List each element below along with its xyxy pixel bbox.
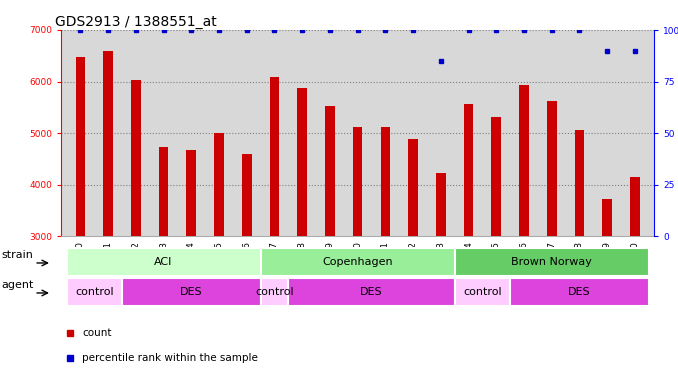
Bar	[547, 100, 557, 236]
Bar	[298, 88, 307, 236]
Text: agent: agent	[1, 280, 34, 290]
Bar	[510, 278, 649, 306]
Bar	[408, 140, 418, 236]
Text: count: count	[82, 328, 111, 339]
Bar	[186, 150, 196, 236]
Text: GDS2913 / 1388551_at: GDS2913 / 1388551_at	[55, 15, 217, 29]
Bar	[455, 278, 510, 306]
Bar	[270, 78, 279, 236]
Bar	[242, 154, 252, 236]
Bar	[288, 278, 455, 306]
Bar	[455, 248, 649, 276]
Bar	[380, 128, 391, 236]
Bar	[131, 80, 141, 236]
Text: control: control	[255, 286, 294, 297]
Text: DES: DES	[180, 286, 203, 297]
Text: control: control	[463, 286, 502, 297]
Bar	[492, 117, 501, 236]
Bar	[464, 104, 473, 236]
Text: DES: DES	[360, 286, 383, 297]
Text: ACI: ACI	[155, 256, 173, 267]
Bar	[325, 106, 335, 236]
Bar	[519, 85, 529, 236]
Bar	[260, 278, 288, 306]
Text: percentile rank within the sample: percentile rank within the sample	[82, 353, 258, 363]
Bar	[66, 278, 122, 306]
Bar	[574, 130, 584, 236]
Bar	[436, 173, 445, 236]
Bar	[602, 199, 612, 236]
Bar	[75, 57, 85, 236]
Text: Brown Norway: Brown Norway	[511, 256, 592, 267]
Bar	[122, 278, 260, 306]
Text: strain: strain	[1, 251, 34, 260]
Bar	[214, 133, 224, 236]
Bar	[630, 177, 640, 236]
Bar	[353, 128, 363, 236]
Bar	[260, 248, 455, 276]
Text: Copenhagen: Copenhagen	[322, 256, 393, 267]
Bar	[159, 147, 168, 236]
Bar	[66, 248, 260, 276]
Text: control: control	[75, 286, 114, 297]
Bar	[103, 51, 113, 236]
Text: DES: DES	[568, 286, 591, 297]
